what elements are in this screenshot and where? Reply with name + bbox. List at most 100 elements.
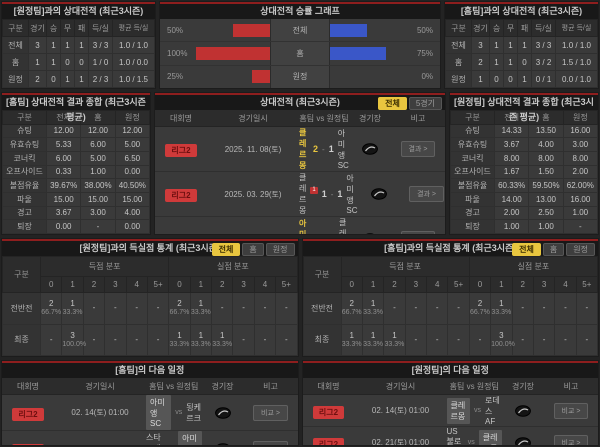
- dist-cell: -: [511, 292, 534, 325]
- panel-title: [홈팀]의 다음 일정: [2, 361, 298, 378]
- dist-cell: -: [210, 292, 234, 325]
- stat-cell: 2 / 3: [88, 70, 113, 88]
- stat-cell: 0 / 1: [531, 70, 556, 88]
- match-date: 02. 14(토) 01:00: [71, 408, 129, 417]
- filter-away-button[interactable]: 원정: [566, 243, 595, 256]
- stadium-icon[interactable]: [515, 404, 531, 417]
- match-row: 리그2 2025. 11. 08(토) 클레르몽 2 - 1 아미앵SC 결과 …: [155, 127, 445, 172]
- stadium-icon[interactable]: [362, 233, 378, 234]
- filter-all-button[interactable]: 전체: [378, 97, 407, 110]
- stadium-icon[interactable]: [515, 436, 531, 445]
- winrate-graph: 50% 전체 50% 100% 홈 75% 25% 원정: [160, 19, 440, 88]
- schedule-row-item: 리그2 02. 14(토) 01:00 클레르몽 vs 로데스AF 비교 >: [302, 395, 598, 427]
- column-header: 무: [60, 19, 75, 37]
- panel-winrate-graph: 상대전적 승률 그래프 50% 전체 50% 100% 홈 75%: [159, 1, 441, 89]
- column-header: 경기일시: [85, 381, 115, 391]
- stat-cell: 1: [46, 53, 61, 71]
- stat-cell: 1 / 0: [88, 53, 113, 71]
- panel-title: 상대전적 (최근3시즌): [260, 97, 340, 107]
- bin-header: 1: [189, 275, 213, 294]
- column-header: 홈: [80, 110, 116, 125]
- stat-cell: 3: [471, 36, 490, 54]
- right-percent-label: 0%: [421, 72, 433, 82]
- dist-cell: -: [146, 292, 170, 325]
- result-button[interactable]: 결과 >: [400, 231, 436, 234]
- stat-cell: 1: [517, 70, 532, 88]
- stat-cell: 62.00%: [562, 178, 598, 193]
- panel-schedule-home: [홈팀]의 다음 일정 대회명 경기일시 홈팀 vs 원정팀 경기장 비고 리그…: [1, 360, 299, 446]
- home-winrate-bar: [196, 46, 270, 60]
- column-header: 대회명: [317, 381, 340, 391]
- row-label: 코너킥: [450, 150, 495, 166]
- score-separator: -: [322, 144, 325, 154]
- column-header: 홈팀 vs 원정팀: [449, 381, 499, 391]
- home-score: 1: [314, 234, 319, 235]
- stat-cell: 12.00: [80, 123, 116, 139]
- column-header: 경기일시: [385, 381, 416, 391]
- filter-away-button[interactable]: 원정: [265, 243, 295, 256]
- table-row: 퇴장 0.00-0.00: [2, 219, 150, 234]
- home-team-name: US불로뉴: [446, 427, 462, 446]
- home-team-name: 스타드랭스: [146, 433, 161, 445]
- filter-home-button[interactable]: 홈: [542, 243, 565, 256]
- dist-cell: -: [532, 323, 556, 356]
- away-team-name: 아미앵SC: [178, 431, 202, 445]
- schedule-row-item: 리그2 02. 14(토) 01:00 아미앵SC vs 됭케르크 비교 >: [2, 395, 298, 431]
- row-label: 전체: [2, 36, 29, 54]
- row-label: 경고: [450, 205, 495, 221]
- league-badge: 리그2: [12, 443, 44, 445]
- red-card-count: 1: [310, 186, 318, 194]
- match-date: 2025. 03. 29(토): [224, 189, 282, 199]
- filter-all-button[interactable]: 전체: [211, 243, 241, 256]
- result-button[interactable]: 결과 >: [409, 186, 444, 202]
- stadium-icon[interactable]: [370, 188, 387, 200]
- table-row: 파울 14.00 13.00 16.00: [450, 191, 598, 207]
- column-header: 비고: [263, 381, 278, 391]
- right-percent-label: 75%: [416, 48, 433, 58]
- stat-cell: 1.5 / 1.0: [555, 53, 598, 71]
- stadium-icon[interactable]: [215, 442, 231, 445]
- stat-cell: 1.00: [528, 219, 564, 234]
- stat-cell: 1: [46, 36, 61, 54]
- dist-cell: -: [447, 292, 470, 325]
- filter-home-button[interactable]: 홈: [242, 243, 264, 256]
- stat-cell: 1.00: [493, 219, 530, 234]
- column-header: 원정: [114, 110, 150, 125]
- stadium-icon[interactable]: [362, 143, 378, 155]
- filter-all-button[interactable]: 전체: [512, 243, 541, 256]
- bin-header: 4: [554, 275, 577, 294]
- stat-cell: 40.50%: [114, 178, 150, 193]
- filter-5games-button[interactable]: 5경기: [408, 97, 442, 110]
- column-header: 승: [46, 19, 61, 37]
- row-label: 볼점유율: [2, 178, 47, 193]
- conceded-group-header: 실점 분포: [468, 256, 599, 277]
- stat-cell: 1: [489, 36, 504, 54]
- graph-row: 50% 전체 50%: [160, 19, 440, 43]
- panel-h2h-matches: 상대전적 (최근3시즌) 전체 5경기 대회명 경기일시 홈팀 vs 원정팀 경…: [154, 92, 446, 235]
- result-button[interactable]: 결과 >: [400, 141, 436, 157]
- dist-cell: 1 33.3%: [168, 323, 191, 356]
- compare-button[interactable]: 비교 >: [253, 404, 288, 421]
- stadium-icon[interactable]: [214, 406, 231, 419]
- vs-label: vs: [467, 439, 475, 446]
- stat-cell: 1.00: [80, 164, 116, 180]
- table-row: 볼점유율 39.67% 38.00% 40.50%: [2, 178, 150, 193]
- panel-stats-home: [홈팀] 상대전적 결과 종합 (최근3시즌 평균) 구분 전체 홈 원정 슈팅…: [1, 92, 151, 235]
- stat-cell: 0: [503, 70, 518, 88]
- column-header: 구분: [2, 255, 41, 294]
- bin-header: 2: [511, 275, 534, 294]
- stat-cell: 0: [60, 53, 75, 71]
- away-team-name: 클레르몽: [478, 429, 502, 445]
- stat-cell: 39.67%: [45, 178, 82, 193]
- compare-button[interactable]: 비교 >: [553, 434, 589, 445]
- dist-cell: -: [104, 292, 127, 325]
- dist-cell: 1 33.3%: [189, 292, 213, 325]
- graph-row-label: 전체: [270, 19, 330, 42]
- compare-button[interactable]: 비교 >: [553, 402, 589, 419]
- column-header: 대회명: [16, 381, 40, 391]
- vs-label: vs: [474, 407, 481, 414]
- away-winrate-bar: [330, 46, 386, 60]
- compare-button[interactable]: 비교 >: [253, 440, 288, 445]
